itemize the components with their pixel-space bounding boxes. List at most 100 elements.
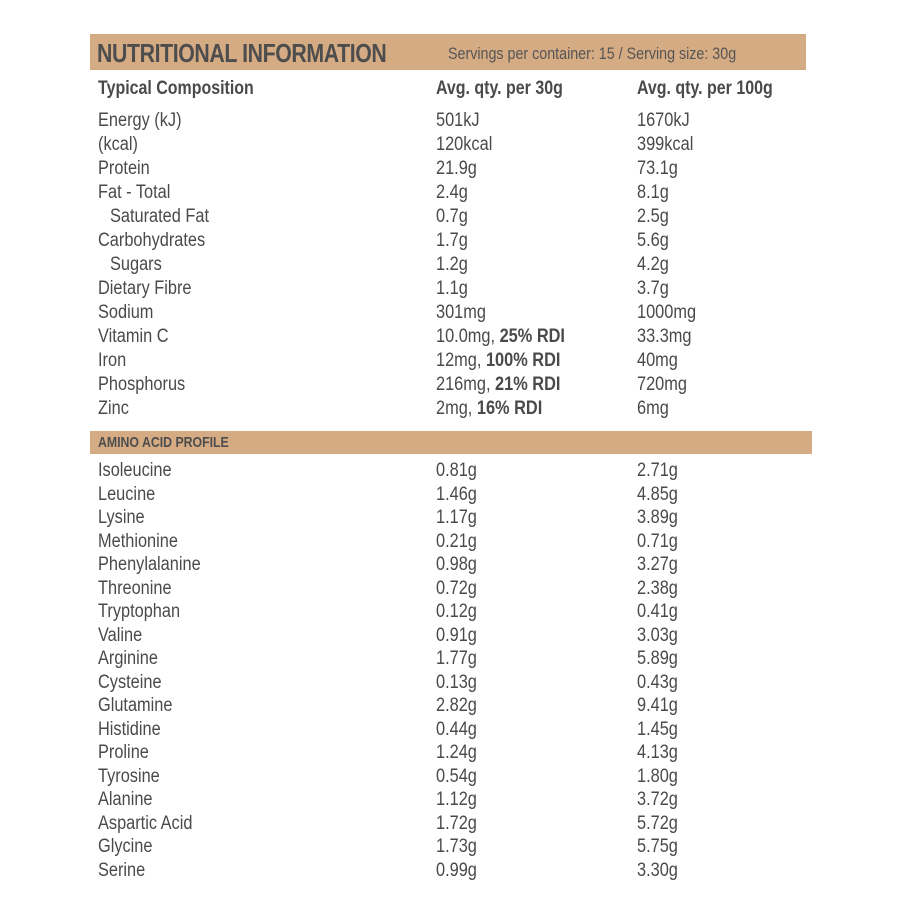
amino-name: Tyrosine	[98, 765, 160, 787]
amino-name: Cysteine	[98, 671, 162, 693]
nutrient-name: Carbohydrates	[98, 230, 206, 251]
amino-per-serving: 1.73g	[436, 836, 477, 857]
nutrient-row: Iron 12mg, 100% RDI 40mg	[90, 349, 812, 373]
amino-per-100g: 2.38g	[637, 577, 678, 599]
amino-per-100g: 3.30g	[637, 859, 678, 881]
nutrient-per-100g: 6mg	[637, 398, 669, 419]
nutrition-panel: NUTRITIONAL INFORMATION Servings per con…	[90, 34, 812, 882]
column-header-per-100g: Avg. qty. per 100g	[637, 78, 773, 99]
nutrient-row: Vitamin C 10.0mg, 25% RDI 33.3mg	[90, 325, 812, 349]
amino-name: Histidine	[98, 718, 161, 740]
amino-per-serving: 0.99g	[436, 859, 477, 881]
value: 1.2g	[436, 254, 468, 275]
value: 501kJ	[436, 110, 480, 131]
amino-name: Tryptophan	[98, 601, 181, 622]
amino-row: Phenylalanine 0.98g 3.27g	[90, 553, 812, 577]
amino-row: Glycine 1.73g 5.75g	[90, 835, 812, 859]
amino-per-100g: 5.72g	[637, 812, 678, 834]
amino-per-serving: 0.44g	[436, 718, 477, 740]
amino-name: Leucine	[98, 483, 156, 505]
amino-name: Serine	[98, 859, 146, 881]
amino-per-100g: 0.41g	[637, 601, 678, 622]
amino-per-100g: 1.80g	[637, 765, 678, 787]
nutrient-per-100g: 40mg	[637, 350, 678, 371]
column-header-composition: Typical Composition	[98, 78, 254, 99]
amino-per-serving: 1.46g	[436, 483, 477, 505]
nutrient-name: Vitamin C	[98, 326, 169, 347]
amino-per-100g: 0.71g	[637, 530, 678, 552]
amino-per-100g: 3.27g	[637, 554, 678, 575]
nutrient-row: Sodium 301mg 1000mg	[90, 301, 812, 325]
amino-per-100g: 3.72g	[637, 789, 678, 810]
value: 10.0mg,	[436, 326, 500, 347]
nutrient-name: Sugars	[110, 254, 162, 275]
column-header-per-serving: Avg. qty. per 30g	[436, 78, 563, 99]
amino-name: Alanine	[98, 789, 153, 810]
amino-per-100g: 9.41g	[637, 695, 678, 716]
nutrient-per-100g: 33.3mg	[637, 326, 692, 347]
nutrient-row: Dietary Fibre 1.1g 3.7g	[90, 277, 812, 301]
value: 1.1g	[436, 278, 468, 299]
value: 12mg,	[436, 350, 486, 371]
value: 120kcal	[436, 134, 493, 155]
nutrient-row: Sugars 1.2g 4.2g	[90, 253, 812, 277]
nutrient-per-serving: 2mg, 16% RDI	[436, 397, 542, 421]
nutrient-name: Saturated Fat	[110, 206, 210, 227]
rdi-percentage: 21% RDI	[495, 374, 561, 395]
amino-row: Arginine 1.77g 5.89g	[90, 647, 812, 671]
amino-per-serving: 1.12g	[436, 789, 477, 810]
nutrient-name: Sodium	[98, 302, 154, 323]
amino-row: Isoleucine 0.81g 2.71g	[90, 459, 812, 483]
amino-name: Lysine	[98, 507, 145, 528]
nutrient-row: Phosphorus 216mg, 21% RDI 720mg	[90, 373, 812, 397]
amino-per-100g: 0.43g	[637, 671, 678, 693]
amino-per-serving: 0.81g	[436, 460, 477, 481]
nutrient-per-100g: 73.1g	[637, 158, 678, 179]
value: 2.4g	[436, 182, 468, 203]
amino-per-serving: 0.21g	[436, 530, 477, 552]
nutrient-row: Energy (kJ) 501kJ 1670kJ	[90, 109, 812, 133]
amino-name: Isoleucine	[98, 460, 172, 481]
nutrient-per-serving: 1.2g	[436, 253, 468, 277]
nutrient-name: Zinc	[98, 398, 129, 419]
amino-per-serving: 0.13g	[436, 671, 477, 693]
nutrient-per-serving: 1.1g	[436, 277, 468, 301]
nutrient-name: Iron	[98, 350, 127, 371]
amino-per-100g: 2.71g	[637, 460, 678, 481]
amino-row: Alanine 1.12g 3.72g	[90, 788, 812, 812]
amino-acid-section-header: AMINO ACID PROFILE	[90, 431, 812, 454]
value: 2mg,	[436, 398, 477, 419]
rdi-percentage: 16% RDI	[476, 398, 543, 419]
panel-title: NUTRITIONAL INFORMATION	[97, 38, 387, 68]
amino-per-100g: 3.89g	[637, 507, 678, 528]
amino-per-100g: 5.75g	[637, 836, 678, 857]
amino-row: Glutamine 2.82g 9.41g	[90, 694, 812, 718]
nutrient-row: Fat - Total 2.4g 8.1g	[90, 181, 812, 205]
nutrient-per-100g: 399kcal	[637, 134, 694, 155]
amino-row: Cysteine 0.13g 0.43g	[90, 671, 812, 695]
amino-row: Methionine 0.21g 0.71g	[90, 530, 812, 554]
rdi-percentage: 100% RDI	[485, 350, 561, 371]
nutrient-row: Saturated Fat 0.7g 2.5g	[90, 205, 812, 229]
amino-name: Phenylalanine	[98, 554, 201, 575]
nutrient-per-100g: 720mg	[637, 374, 687, 395]
amino-per-100g: 1.45g	[637, 718, 678, 740]
amino-row: Serine 0.99g 3.30g	[90, 859, 812, 883]
amino-acid-table: Isoleucine 0.81g 2.71g Leucine 1.46g 4.85g L…	[90, 459, 812, 882]
value: 0.7g	[436, 206, 468, 227]
amino-row: Tryptophan 0.12g 0.41g	[90, 600, 812, 624]
amino-per-100g: 4.13g	[637, 742, 678, 763]
amino-per-serving: 0.72g	[436, 577, 477, 599]
amino-name: Proline	[98, 742, 149, 763]
nutrient-name: Protein	[98, 158, 150, 179]
amino-per-serving: 0.12g	[436, 601, 477, 622]
nutrient-per-100g: 1670kJ	[637, 110, 690, 131]
nutrient-per-100g: 1000mg	[637, 302, 697, 323]
nutrient-per-100g: 3.7g	[637, 278, 669, 299]
amino-per-serving: 2.82g	[436, 695, 477, 716]
column-header-row: Typical Composition Avg. qty. per 30g Av…	[90, 70, 812, 108]
nutrient-per-serving: 301mg	[436, 301, 486, 325]
amino-per-serving: 1.72g	[436, 812, 477, 834]
nutrient-per-serving: 216mg, 21% RDI	[436, 373, 560, 397]
amino-name: Valine	[98, 624, 143, 646]
